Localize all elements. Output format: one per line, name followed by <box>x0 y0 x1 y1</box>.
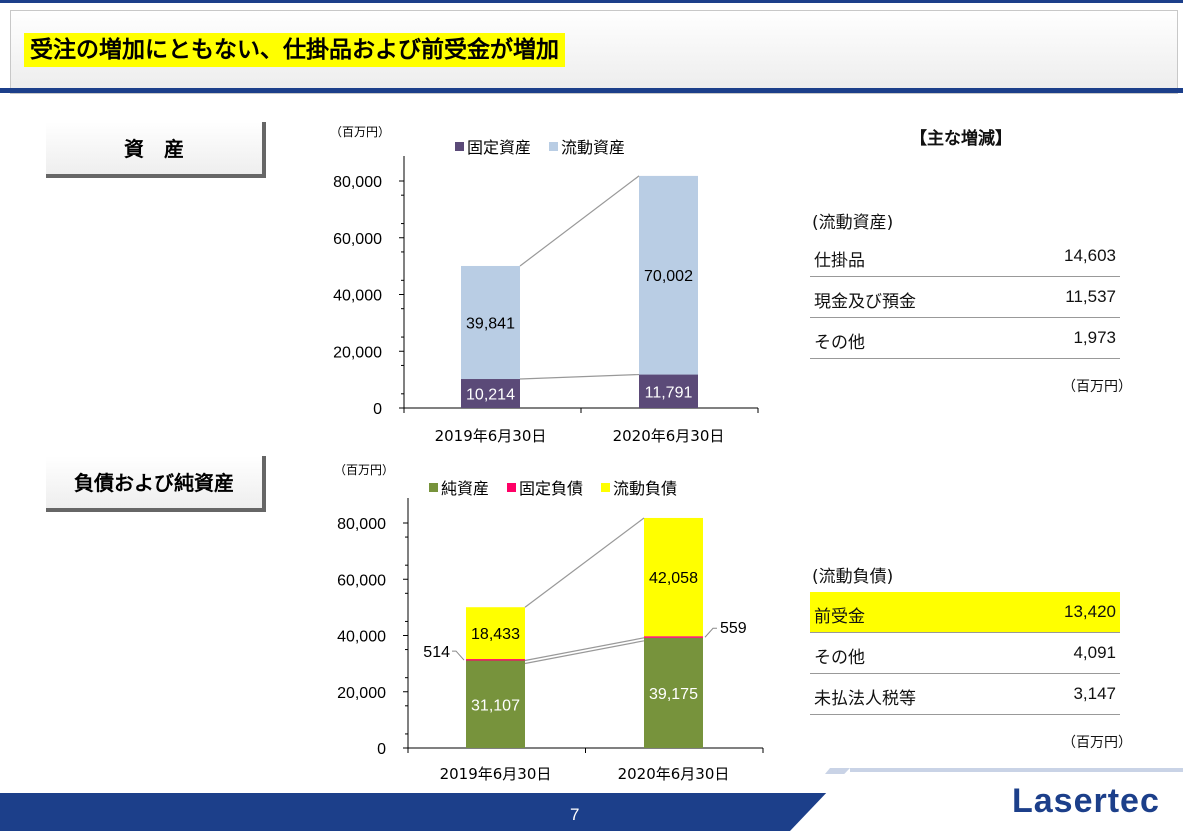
bar-segment <box>461 379 520 408</box>
side-liab-group: (流動負債) <box>812 567 894 587</box>
liab-change-row-label: 前受金 <box>814 607 865 627</box>
legend-swatch <box>601 483 610 492</box>
leader-line <box>452 650 465 661</box>
bar-segment <box>644 637 703 748</box>
legend-swatch <box>507 483 516 492</box>
category-label: 2019年6月30日 <box>435 427 547 445</box>
liab-change-row: 前受金 13,420 <box>810 592 1120 633</box>
assets-change-row-label: 現金及び預金 <box>814 292 916 312</box>
side-assets-unit: （百万円） <box>1062 379 1132 395</box>
category-label: 2020年6月30日 <box>618 765 730 783</box>
assets-change-row: その他 1,973 <box>810 318 1120 359</box>
connector-line <box>524 640 645 665</box>
connector-line <box>519 175 640 267</box>
assets-change-table: 仕掛品 14,603 現金及び預金 11,537 その他 1,973 <box>810 236 1120 359</box>
legend-label: 固定負債 <box>519 479 583 498</box>
slide-title: 受注の増加にともない、仕掛品および前受金が増加 <box>24 33 565 67</box>
legend-label: 流動資産 <box>561 138 625 157</box>
liab-change-row-label: その他 <box>814 648 865 668</box>
bar-segment <box>644 517 703 637</box>
data-label: 18,433 <box>471 626 520 643</box>
connector-line <box>519 373 640 380</box>
data-label: 559 <box>720 620 747 637</box>
y-tick-label: 60,000 <box>333 231 382 248</box>
liab-change-row-value: 3,147 <box>1073 684 1116 703</box>
side-assets-group: (流動資産) <box>812 213 894 233</box>
category-label: 2020年6月30日 <box>613 427 725 445</box>
bar-segment <box>466 659 525 661</box>
data-label: 42,058 <box>649 570 698 587</box>
side-heading: 【主な増減】 <box>910 129 1012 149</box>
liab-change-row-value: 4,091 <box>1073 643 1116 662</box>
legend-swatch <box>429 483 438 492</box>
y-tick-label: 0 <box>377 741 386 758</box>
liab-change-row-label: 未払法人税等 <box>814 689 916 709</box>
legend-swatch <box>549 142 558 151</box>
liabilities-section-label: 負債および純資産 <box>46 456 266 512</box>
bar-segment <box>644 636 703 638</box>
assets-change-row: 現金及び預金 11,537 <box>810 277 1120 318</box>
y-tick-label: 0 <box>373 401 382 418</box>
assets-change-row-value: 11,537 <box>1065 287 1116 306</box>
data-label: 11,791 <box>645 384 693 401</box>
assets-change-row-value: 14,603 <box>1064 246 1116 265</box>
connector-line <box>524 517 645 608</box>
bar-segment <box>639 175 698 375</box>
liab-change-row-value: 13,420 <box>1064 602 1116 621</box>
assets-change-row-label: その他 <box>814 333 865 353</box>
data-label: 514 <box>423 644 450 661</box>
top-rule <box>0 0 1183 3</box>
category-label: 2019年6月30日 <box>440 765 552 783</box>
y-tick-label: 20,000 <box>333 344 382 361</box>
connector-line <box>524 637 645 662</box>
liab-change-table: 前受金 13,420 その他 4,091 未払法人税等 3,147 <box>810 592 1120 715</box>
bar-segment <box>461 265 520 380</box>
data-label: 70,002 <box>644 268 693 285</box>
data-label: 39,175 <box>649 686 698 703</box>
y-tick-label: 60,000 <box>337 572 386 589</box>
chart-unit-label: （百万円） <box>330 125 390 139</box>
assets-change-row-label: 仕掛品 <box>814 251 865 271</box>
bar-segment <box>466 660 525 748</box>
y-tick-label: 80,000 <box>333 174 382 191</box>
bar-segment <box>639 374 698 408</box>
assets-change-row-value: 1,973 <box>1073 328 1116 347</box>
lasertec-logo: Lasertec <box>1012 782 1160 820</box>
side-liab-unit: （百万円） <box>1062 735 1132 751</box>
leader-line <box>704 627 717 638</box>
legend-swatch <box>455 142 464 151</box>
assets-change-row: 仕掛品 14,603 <box>810 236 1120 277</box>
legend-label: 固定資産 <box>467 138 531 157</box>
chart-unit-label: （百万円） <box>334 463 394 477</box>
page-number: 7 <box>570 805 580 824</box>
y-tick-label: 40,000 <box>333 288 382 305</box>
bar-segment <box>466 607 525 660</box>
y-tick-label: 40,000 <box>337 629 386 646</box>
data-label: 31,107 <box>471 697 520 714</box>
liab-change-row: その他 4,091 <box>810 633 1120 674</box>
liab-change-row: 未払法人税等 3,147 <box>810 674 1120 715</box>
legend-label: 純資産 <box>441 479 489 498</box>
data-label: 10,214 <box>466 387 515 404</box>
y-tick-label: 20,000 <box>337 685 386 702</box>
data-label: 39,841 <box>466 315 515 332</box>
y-tick-label: 80,000 <box>337 516 386 533</box>
footer-logo-area <box>790 768 1183 831</box>
title-underline <box>0 88 1183 93</box>
assets-section-label: 資 産 <box>46 122 266 178</box>
legend-label: 流動負債 <box>613 479 677 498</box>
